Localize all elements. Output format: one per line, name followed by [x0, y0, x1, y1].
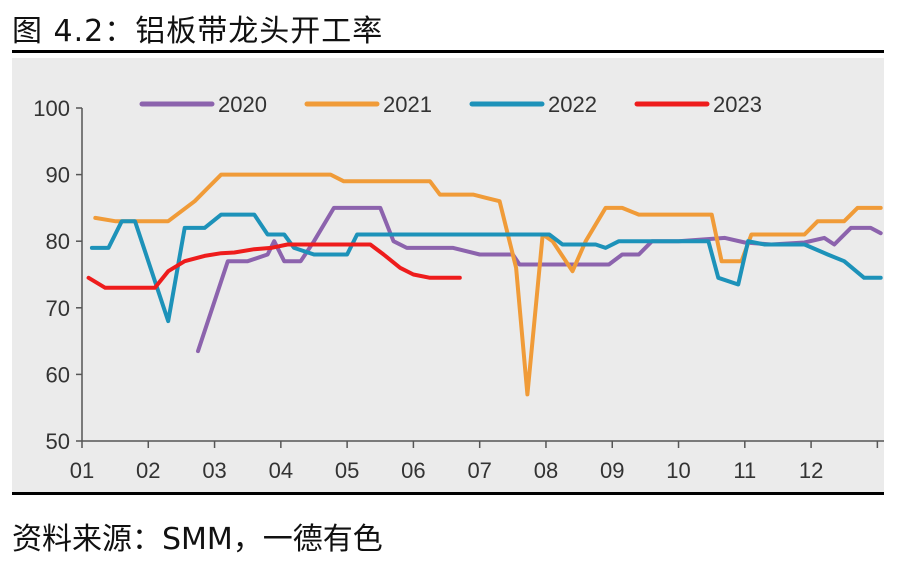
series-layer: [86, 172, 883, 397]
x-tick-label: 08: [534, 458, 558, 483]
title-rule: [12, 50, 884, 53]
x-tick-label: 11: [733, 458, 756, 483]
y-tick-label: 100: [33, 96, 70, 121]
bottom-rule: [12, 492, 884, 495]
legend-label-2022: 2022: [548, 92, 597, 117]
x-tick-label: 10: [666, 458, 690, 483]
y-tick-label: 50: [46, 429, 70, 454]
legend-label-2021: 2021: [383, 92, 432, 117]
x-tick-label: 12: [799, 458, 823, 483]
x-tick-label: 07: [467, 458, 491, 483]
x-tick-label: 09: [600, 458, 624, 483]
x-tick-label: 06: [401, 458, 425, 483]
x-tick-label: 01: [70, 458, 94, 483]
legend: 2020 2021 2022 2023: [139, 92, 762, 117]
x-tick-label: 03: [202, 458, 226, 483]
series-line-2022: [89, 212, 883, 324]
x-tick-label: 02: [136, 458, 160, 483]
source-note: 资料来源：SMM，一德有色: [12, 522, 383, 557]
x-tick-label: 04: [269, 458, 293, 483]
y-tick-label: 60: [46, 362, 70, 387]
y-tick-label: 80: [46, 229, 70, 254]
axes: 50 60 70 80 90 100 01 02 03 04 05 06 07 08 09 10 11 12: [33, 96, 884, 483]
series-line-2021: [93, 172, 883, 397]
y-tick-label: 70: [46, 296, 70, 321]
figure-title: 图 4.2：铝板带龙头开工率: [12, 14, 384, 49]
series-line-2023: [86, 242, 462, 290]
legend-label-2023: 2023: [713, 92, 762, 117]
x-tick-label: 05: [335, 458, 359, 483]
legend-label-2020: 2020: [218, 92, 267, 117]
y-tick-label: 90: [46, 163, 70, 188]
